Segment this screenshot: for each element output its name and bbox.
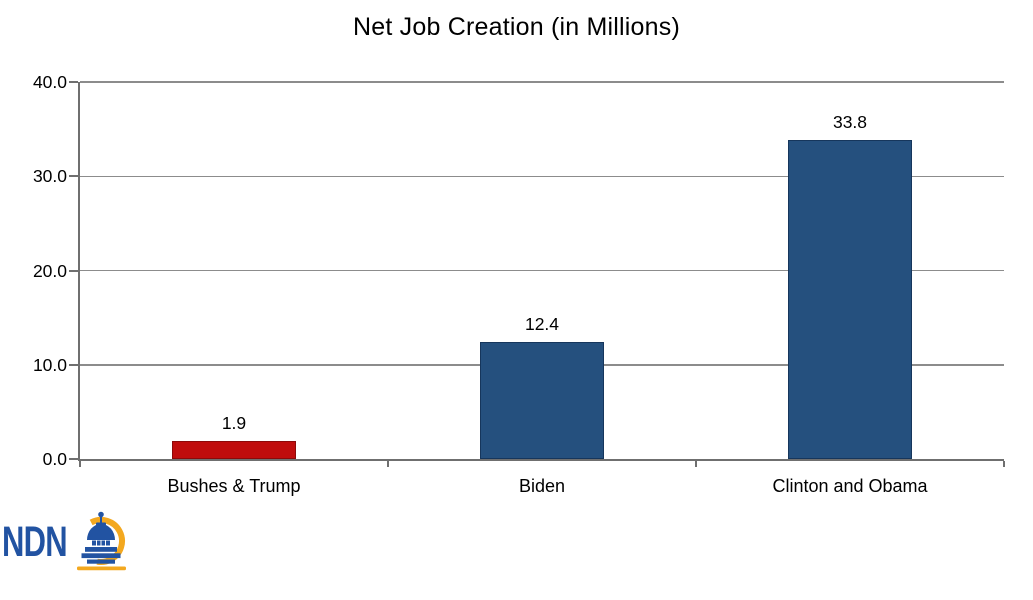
y-axis-tick [69,81,78,83]
gridline [80,81,1004,83]
bar-value-label: 12.4 [524,314,560,335]
capitol-dome-icon [77,511,127,571]
ndn-logo: NDN [2,506,127,578]
ndn-logo-text: NDN [2,517,68,566]
bar-value-label: 33.8 [832,112,868,133]
x-axis-tick [387,461,389,467]
gridline [80,269,1004,272]
y-axis-tick [69,175,78,178]
category-label: Clinton and Obama [772,476,928,496]
y-axis-label: 20.0 [32,260,67,281]
bar-value-label: 1.9 [221,413,247,434]
bar [172,441,296,459]
y-axis-tick [69,363,78,366]
y-axis-tick [69,458,78,460]
y-axis-label: 30.0 [32,166,67,187]
x-axis-tick [695,461,697,467]
category-label: Bushes & Trump [167,476,301,496]
y-axis-label: 10.0 [32,354,67,375]
gridline [80,175,1004,177]
chart-title: Net Job Creation (in Millions) [353,13,680,41]
category-label: Biden [518,476,566,496]
bar [788,140,912,459]
x-axis-tick [1003,461,1005,467]
y-axis-label: 0.0 [42,449,67,469]
x-axis-tick [79,461,81,467]
y-axis-tick [69,269,78,272]
y-axis-label: 40.0 [32,72,67,92]
plot-area: 0.0 10.0 20.0 30.0 40.0 1.9 Bushes & Trump 12.4… [33,72,1005,496]
bar [480,342,604,459]
